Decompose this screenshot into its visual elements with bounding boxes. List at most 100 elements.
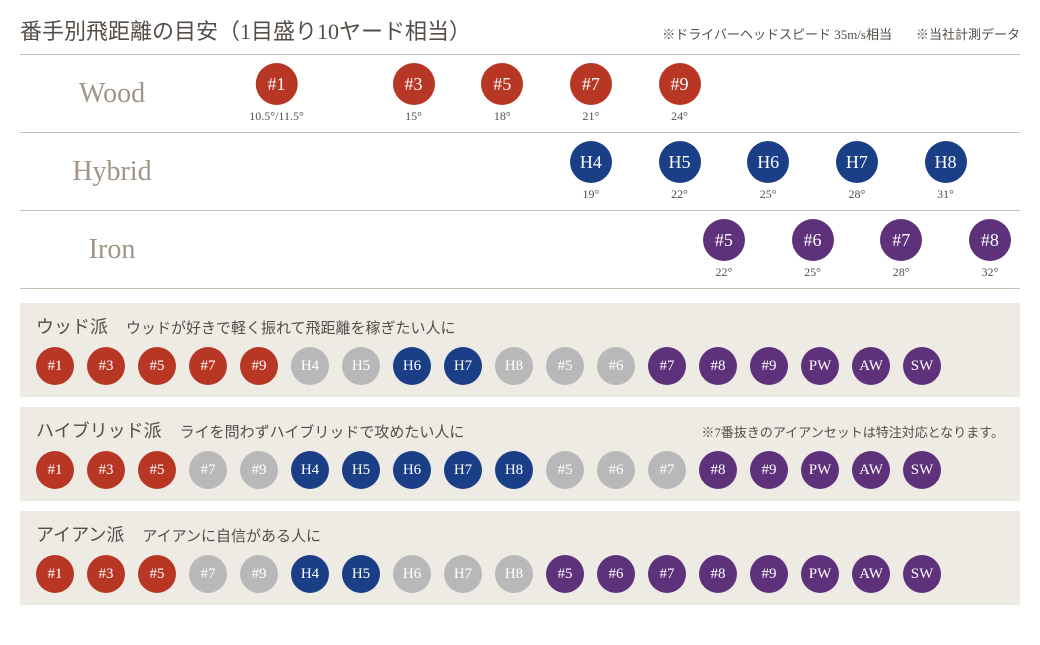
club-loft: 18°: [494, 109, 511, 124]
set-club-circle: #9: [240, 451, 278, 489]
club-circle: #5: [481, 63, 523, 105]
club-loft: 25°: [760, 187, 777, 202]
club-slot: #924°: [659, 63, 701, 124]
set-club-circle: H5: [342, 555, 380, 593]
set-club-circle: SW: [903, 347, 941, 385]
set-club-circle: H4: [291, 451, 329, 489]
set-club-circle: #5: [138, 555, 176, 593]
club-loft: 24°: [671, 109, 688, 124]
club-slot: #721°: [570, 63, 612, 124]
set-note: ※7番抜きのアイアンセットは特注対応となります。: [701, 422, 1004, 441]
set-club-circle: #7: [189, 451, 227, 489]
club-loft: 28°: [848, 187, 865, 202]
club-circle: H5: [659, 141, 701, 183]
set-club-circle: #1: [36, 555, 74, 593]
club-circle: #6: [792, 219, 834, 261]
set-club-circle: #7: [648, 451, 686, 489]
set-club-circle: PW: [801, 347, 839, 385]
club-circle: #3: [393, 63, 435, 105]
set-desc: ウッドが好きで軽く振れて飛距離を稼ぎたい人に: [126, 317, 456, 338]
distance-row-label: Iron: [20, 234, 204, 266]
set-panel: ウッド派ウッドが好きで軽く振れて飛距離を稼ぎたい人に #1 #3 #5 #7 #9 H4 H5…: [20, 303, 1020, 397]
club-slot: #522°: [703, 219, 745, 280]
club-slot: #315°: [393, 63, 435, 124]
club-circle: #7: [880, 219, 922, 261]
set-header: アイアン派アイアンに自信がある人に: [36, 521, 1004, 547]
set-club-circle: H4: [291, 347, 329, 385]
set-header: ウッド派ウッドが好きで軽く振れて飛距離を稼ぎたい人に: [36, 313, 1004, 339]
club-loft: 22°: [715, 265, 732, 280]
distance-chart: Wood#110.5°/11.5°#315°#518°#721°#924°Hyb…: [20, 54, 1020, 289]
set-club-circle: AW: [852, 451, 890, 489]
set-club-circle: #5: [138, 451, 176, 489]
club-circle: #8: [969, 219, 1011, 261]
set-club-circle: #5: [546, 451, 584, 489]
club-loft: 25°: [804, 265, 821, 280]
set-desc: アイアンに自信がある人に: [142, 525, 321, 546]
club-slot: H728°: [836, 141, 878, 202]
set-club-circle: #7: [648, 347, 686, 385]
club-loft: 32°: [981, 265, 998, 280]
set-club-circle: #9: [750, 451, 788, 489]
set-club-circle: #6: [597, 555, 635, 593]
distance-track: H419°H522°H625°H728°H831°: [204, 141, 1010, 202]
set-club-circle: #7: [189, 347, 227, 385]
club-circle: #1: [256, 63, 298, 105]
club-circle: #9: [659, 63, 701, 105]
set-club-circle: H7: [444, 347, 482, 385]
set-club-circle: #1: [36, 347, 74, 385]
sets-container: ウッド派ウッドが好きで軽く振れて飛距離を稼ぎたい人に #1 #3 #5 #7 #9 H4 H5…: [20, 303, 1020, 605]
club-slot: H625°: [747, 141, 789, 202]
set-desc: ライを問わずハイブリッドで攻めたい人に: [180, 421, 465, 442]
set-panel: ハイブリッド派ライを問わずハイブリッドで攻めたい人に ※7番抜きのアイアンセットは…: [20, 407, 1020, 501]
header-notes: ※ドライバーヘッドスピード 35m/s相当 ※当社計測データ: [662, 24, 1020, 43]
distance-row-iron: Iron#522°#625°#728°#832°: [20, 211, 1020, 289]
club-loft: 31°: [937, 187, 954, 202]
set-club-circle: #9: [240, 347, 278, 385]
set-club-circle: AW: [852, 555, 890, 593]
set-club-circle: H6: [393, 451, 431, 489]
distance-track: #522°#625°#728°#832°: [204, 219, 1010, 280]
set-club-circle: H5: [342, 451, 380, 489]
distance-row-wood: Wood#110.5°/11.5°#315°#518°#721°#924°: [20, 55, 1020, 133]
set-clubs: #1#3#5#7#9H4H5H6H7H8#5#6#7#8#9PWAWSW: [36, 555, 1004, 593]
header-note-2: ※当社計測データ: [916, 24, 1020, 43]
distance-track: #110.5°/11.5°#315°#518°#721°#924°: [204, 63, 1010, 124]
set-club-circle: H6: [393, 347, 431, 385]
club-loft: 10.5°/11.5°: [249, 109, 304, 124]
distance-row-label: Hybrid: [20, 156, 204, 188]
club-slot: #625°: [792, 219, 834, 280]
club-loft: 19°: [582, 187, 599, 202]
set-title: ハイブリッド派: [36, 417, 162, 443]
set-club-circle: H8: [495, 451, 533, 489]
header-row: 番手別飛距離の目安（1目盛り10ヤード相当） ※ドライバーヘッドスピード 35m…: [20, 14, 1020, 46]
set-club-circle: PW: [801, 451, 839, 489]
club-loft: 28°: [893, 265, 910, 280]
set-club-circle: #3: [87, 347, 125, 385]
page-title: 番手別飛距離の目安（1目盛り10ヤード相当）: [20, 14, 471, 46]
club-slot: #728°: [880, 219, 922, 280]
set-header: ハイブリッド派ライを問わずハイブリッドで攻めたい人に ※7番抜きのアイアンセットは…: [36, 417, 1004, 443]
header-note-1: ※ドライバーヘッドスピード 35m/s相当: [662, 24, 892, 43]
set-club-circle: PW: [801, 555, 839, 593]
set-club-circle: SW: [903, 451, 941, 489]
club-circle: H7: [836, 141, 878, 183]
set-club-circle: SW: [903, 555, 941, 593]
club-slot: #518°: [481, 63, 523, 124]
distance-row-hybrid: HybridH419°H522°H625°H728°H831°: [20, 133, 1020, 211]
set-club-circle: #9: [240, 555, 278, 593]
club-circle: H6: [747, 141, 789, 183]
set-club-circle: #7: [189, 555, 227, 593]
club-circle: #7: [570, 63, 612, 105]
set-club-circle: H6: [393, 555, 431, 593]
set-club-circle: H7: [444, 555, 482, 593]
set-club-circle: #8: [699, 347, 737, 385]
set-club-circle: #5: [546, 555, 584, 593]
set-club-circle: H8: [495, 555, 533, 593]
set-club-circle: H7: [444, 451, 482, 489]
set-title: アイアン派: [36, 521, 124, 547]
set-club-circle: #5: [138, 347, 176, 385]
set-club-circle: H5: [342, 347, 380, 385]
set-club-circle: #3: [87, 555, 125, 593]
club-circle: H4: [570, 141, 612, 183]
